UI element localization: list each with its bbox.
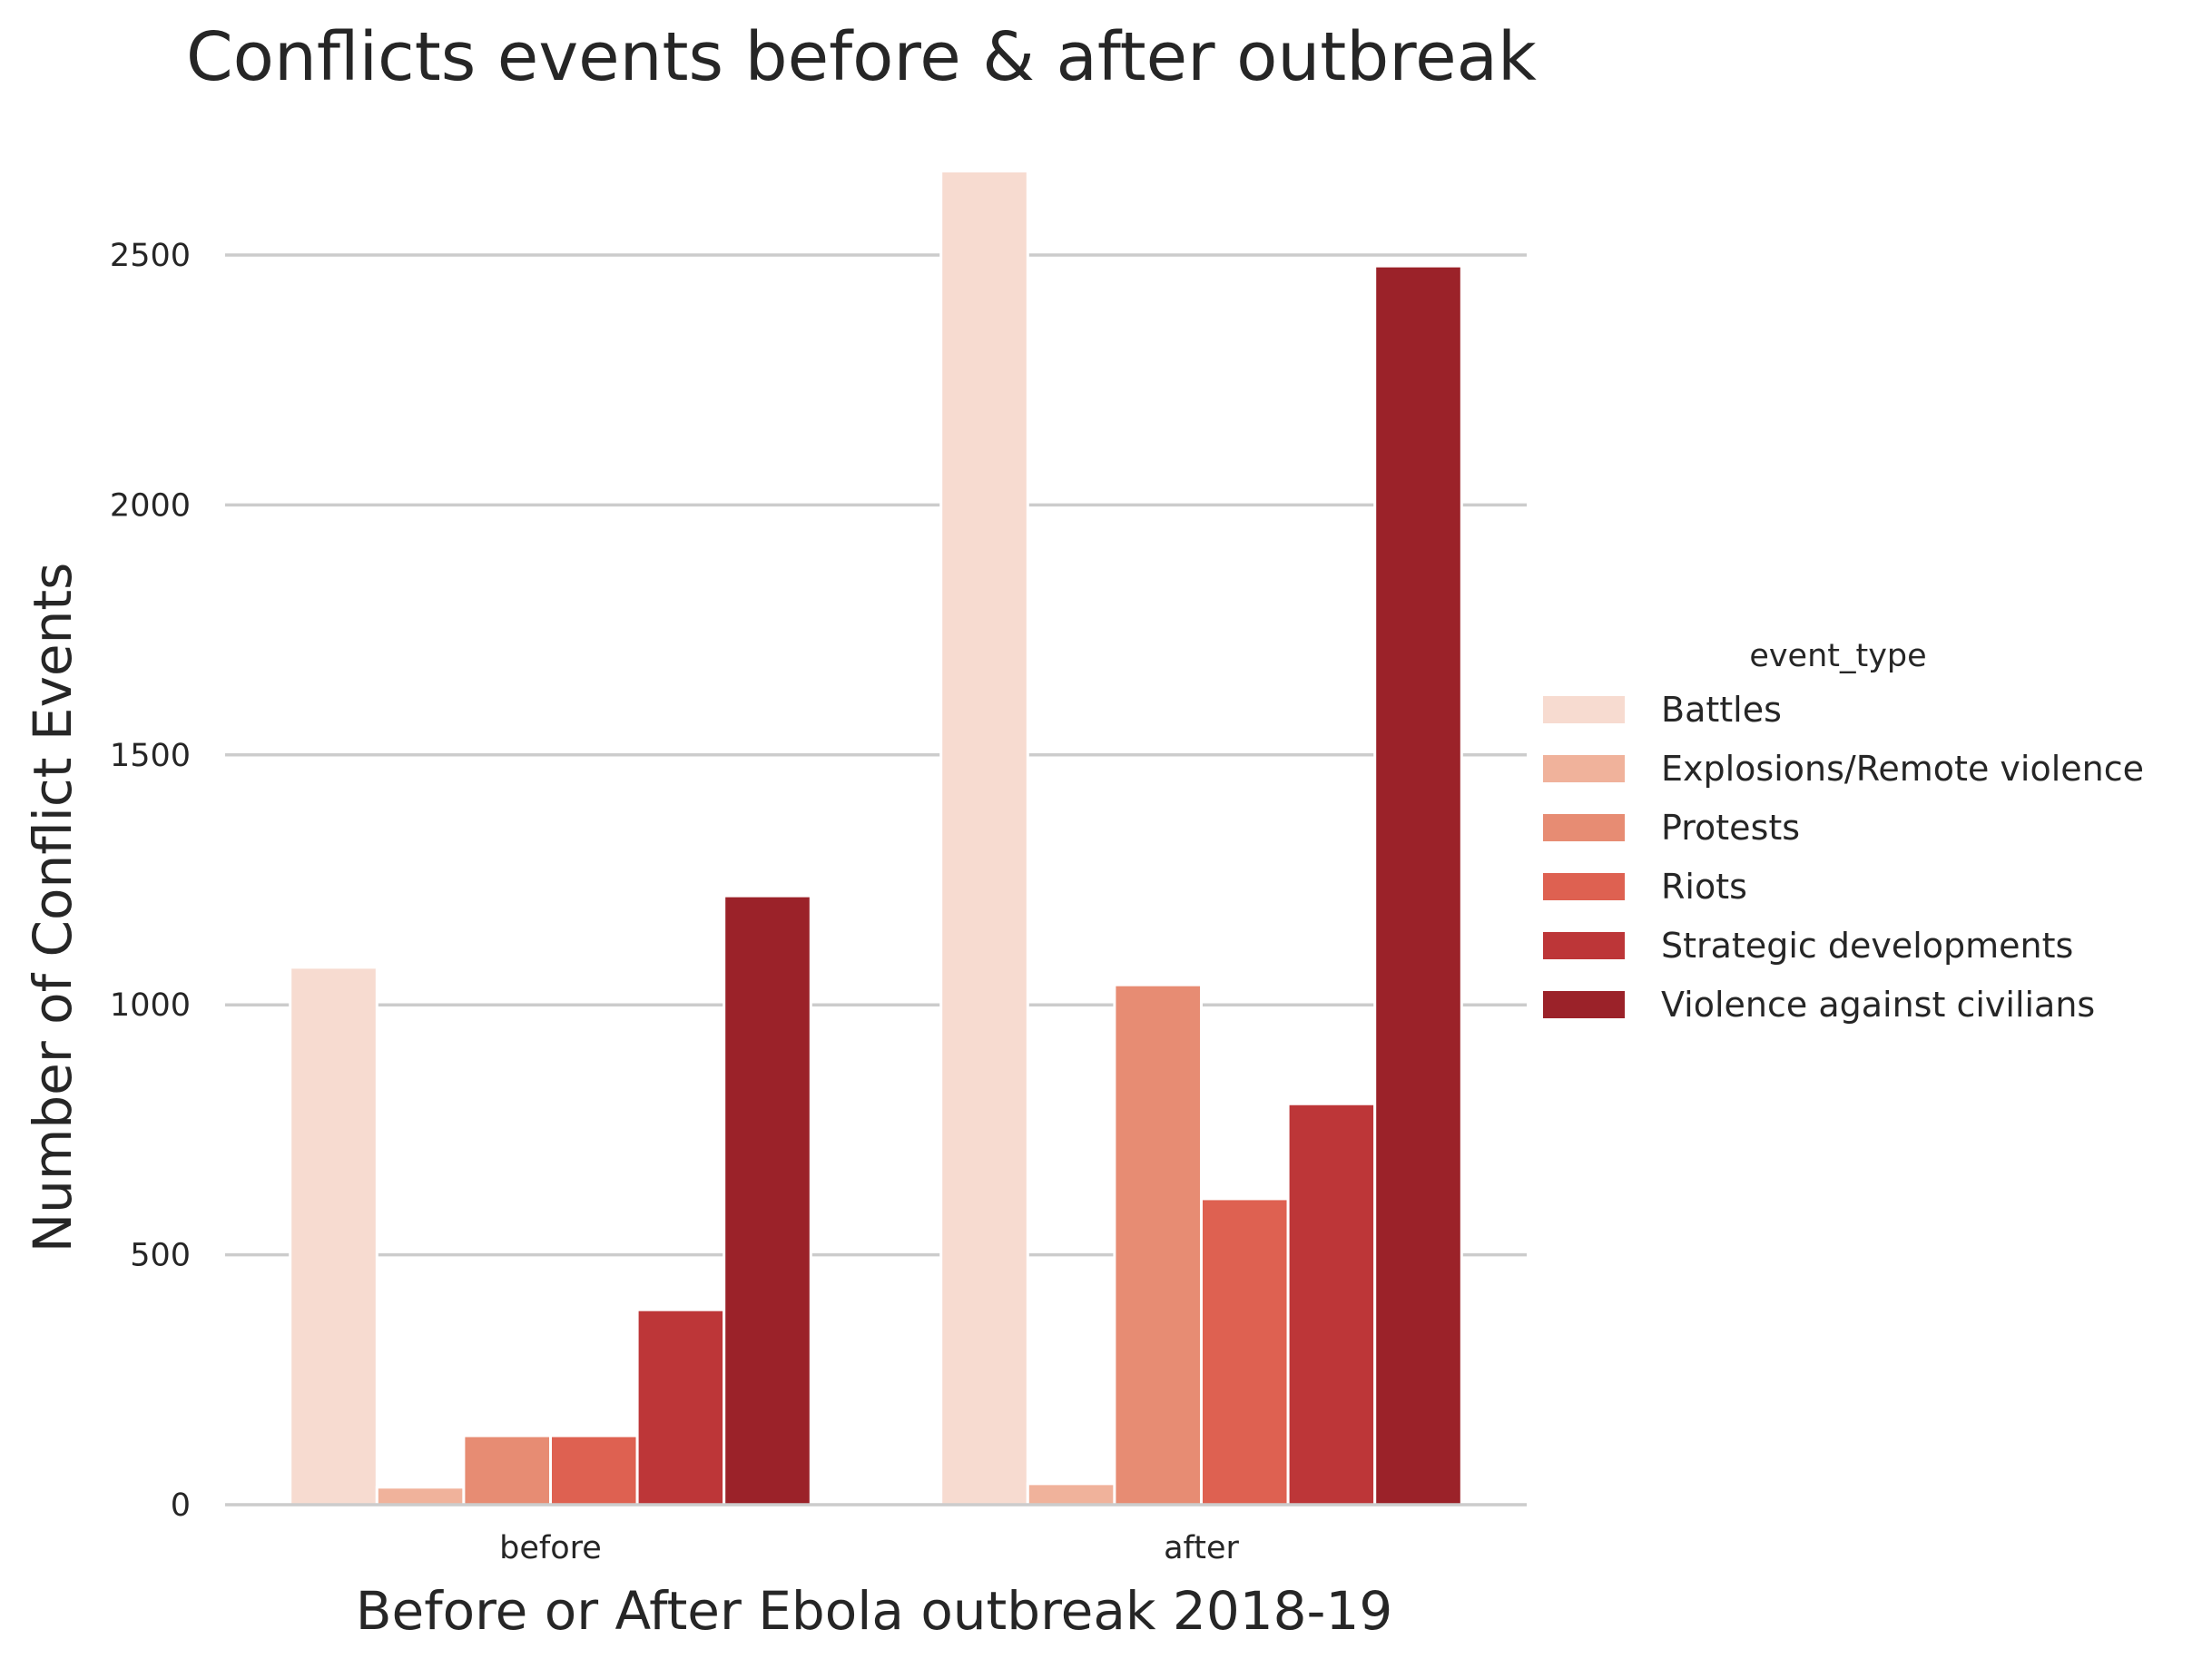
- y-tick-label: 0: [171, 1487, 191, 1524]
- legend-swatch: [1543, 696, 1625, 723]
- legend-swatch: [1543, 814, 1625, 841]
- bar-before-1: [375, 1486, 466, 1507]
- legend-title: event_type: [1749, 638, 1926, 674]
- bar-after-4: [1286, 1102, 1377, 1507]
- bar-before-3: [549, 1434, 639, 1507]
- bar-before-0: [289, 966, 378, 1507]
- x-axis-label: Before or After Ebola outbreak 2018-19: [356, 1580, 1393, 1642]
- y-tick-label: 1000: [110, 987, 191, 1024]
- bar-after-5: [1373, 264, 1463, 1507]
- y-tick-label: 1500: [110, 738, 191, 774]
- bar-after-1: [1026, 1482, 1116, 1507]
- bar-after-2: [1113, 983, 1204, 1507]
- legend-label: Violence against civilians: [1661, 985, 2095, 1025]
- bar-before-5: [723, 894, 812, 1507]
- bar-before-4: [635, 1308, 726, 1507]
- axes: 0 500 1000 1500 2000 2500 before after: [110, 238, 1527, 1566]
- bar-after-0: [939, 169, 1029, 1507]
- x-tick-label: after: [1164, 1530, 1239, 1566]
- y-tick-label: 2000: [110, 487, 191, 524]
- x-tick-label: before: [499, 1530, 602, 1566]
- bar-before-2: [462, 1434, 552, 1507]
- chart-title: Conflicts events before & after outbreak: [186, 18, 1537, 96]
- legend: event_type Battles Explosions/Remote viol…: [1543, 638, 2144, 1025]
- legend-items: Battles Explosions/Remote violence Protest…: [1543, 690, 2144, 1025]
- y-axis-label: Number of Conflict Events: [22, 563, 84, 1253]
- y-tick-label: 500: [130, 1238, 191, 1274]
- legend-label: Riots: [1661, 867, 1747, 907]
- legend-label: Strategic developments: [1661, 926, 2073, 966]
- legend-swatch: [1543, 991, 1625, 1018]
- legend-label: Explosions/Remote violence: [1661, 749, 2144, 789]
- bar-after-3: [1200, 1197, 1290, 1507]
- legend-label: Battles: [1661, 690, 1782, 730]
- y-tick-label: 2500: [110, 238, 191, 274]
- legend-swatch: [1543, 873, 1625, 900]
- legend-swatch: [1543, 932, 1625, 959]
- legend-label: Protests: [1661, 808, 1800, 848]
- bars: [289, 169, 1463, 1507]
- legend-swatch: [1543, 755, 1625, 782]
